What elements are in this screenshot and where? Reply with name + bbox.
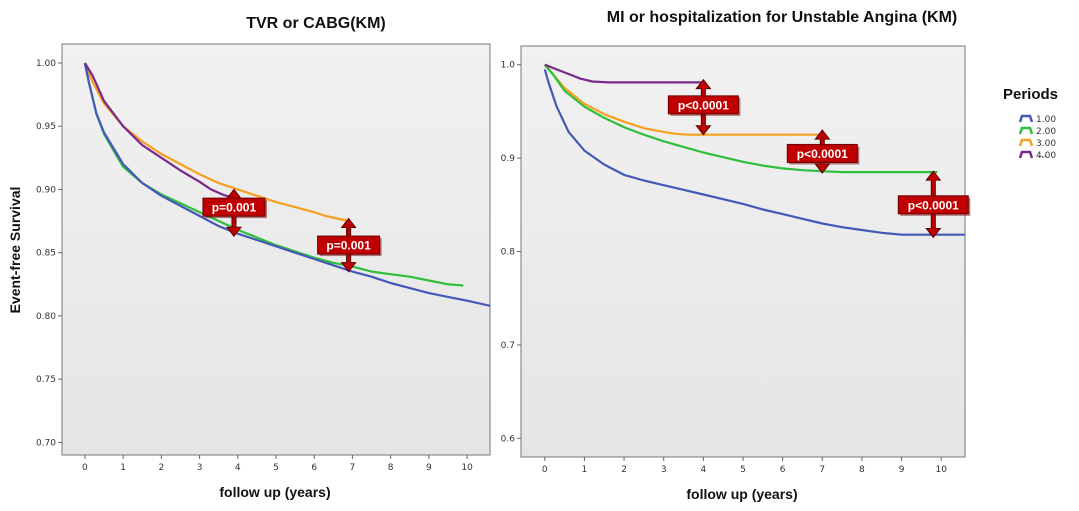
right-series-4-00-line (544, 63, 704, 84)
left-y-tick-label: 0.80 (36, 312, 56, 322)
right-chart-title: MI or hospitalization for Unstable Angin… (607, 9, 958, 26)
right-x-tick-label: 4 (700, 465, 706, 475)
right-pvalue-label: p<0.0001 (797, 147, 848, 161)
left-y-tick-label: 0.90 (36, 185, 56, 195)
right-x-tick-label: 2 (621, 465, 627, 475)
left-chart-title: TVR or CABG(KM) (246, 15, 386, 32)
right-axis-ticks: 0 1 2 3 4 5 6 7 8 9 10 0.6 0.7 0.8 0.9 1.0 (501, 61, 948, 475)
left-annotations: p=0.001 p=0.001 (202, 188, 382, 273)
right-x-tick-label: 9 (899, 465, 905, 475)
left-x-tick-label: 10 (461, 463, 473, 473)
legend-more: ... (1038, 150, 1047, 160)
left-x-tick-label: 2 (158, 463, 164, 473)
right-pvalue-box (897, 195, 969, 215)
right-plot-area (520, 45, 966, 458)
left-axis-ticks: 0 1 2 3 4 5 6 7 8 9 10 0.70 0.75 0.80 0.85 0.90 0.95 1.00 (36, 59, 473, 473)
legend-swatch (1018, 126, 1034, 135)
left-x-tick-label: 6 (311, 463, 317, 473)
right-x-tick-label: 7 (819, 465, 825, 475)
left-x-tick-label: 3 (197, 463, 203, 473)
left-x-axis-label: follow up (years) (219, 484, 330, 500)
left-y-tick-label: 0.95 (36, 122, 56, 132)
right-pvalue-box (786, 143, 858, 163)
right-annotations: p<0.0001 p<0.0001 p<0.0001 (667, 78, 971, 239)
right-y-tick-label: 1.0 (501, 61, 516, 71)
left-x-tick-label: 1 (120, 463, 126, 473)
right-x-axis-label: follow up (years) (686, 486, 797, 502)
right-y-tick-label: 0.7 (501, 341, 515, 351)
left-x-tick-label: 8 (388, 463, 394, 473)
right-x-tick-label: 5 (740, 465, 746, 475)
left-series-1-00-line (83, 62, 491, 307)
left-plot-area (61, 43, 491, 456)
legend: Periods 1.00 2.00 3.00 4.00 ... (1003, 86, 1058, 161)
left-x-tick-label: 4 (235, 463, 241, 473)
legend-entry-label: 2.00 (1036, 127, 1056, 137)
right-series-2-00-line (543, 63, 938, 174)
left-y-tick-label: 0.85 (36, 249, 56, 259)
left-y-tick-label: 1.00 (36, 59, 56, 69)
left-x-tick-label: 7 (350, 463, 356, 473)
right-series-group (543, 63, 965, 236)
right-series-1-00-line (543, 69, 965, 236)
left-y-tick-label: 0.75 (36, 375, 56, 385)
right-panel: MI or hospitalization for Unstable Angin… (501, 9, 971, 502)
left-y-tick-label: 0.70 (36, 438, 56, 448)
right-series-3-00-line (543, 63, 823, 136)
legend-title: Periods (1003, 86, 1058, 103)
right-y-tick-label: 0.8 (501, 248, 516, 258)
left-series-group (83, 62, 491, 307)
left-pvalue-label: p=0.001 (326, 239, 371, 253)
right-x-tick-label: 8 (859, 465, 865, 475)
legend-entry-label: 1.00 (1036, 115, 1056, 125)
right-x-tick-label: 10 (935, 465, 947, 475)
left-pvalue-box (202, 197, 266, 217)
right-y-tick-label: 0.9 (501, 154, 516, 164)
right-x-tick-label: 3 (661, 465, 667, 475)
right-pvalue-label: p<0.0001 (678, 98, 729, 112)
left-panel: TVR or CABG(KM) follow up (years) 0 1 2 3 4 5… (36, 15, 491, 500)
legend-swatch (1018, 150, 1034, 159)
legend-swatch (1018, 114, 1034, 123)
legend-entry-label: 3.00 (1036, 139, 1056, 149)
right-x-tick-label: 1 (582, 465, 588, 475)
right-x-tick-label: 0 (542, 465, 548, 475)
left-x-tick-label: 9 (426, 463, 432, 473)
left-x-tick-label: 5 (273, 463, 279, 473)
y-axis-label: Event-free Survival (7, 187, 23, 314)
right-pvalue-label: p<0.0001 (908, 198, 959, 212)
legend-swatch (1018, 138, 1034, 147)
legend-entries: 1.00 2.00 3.00 4.00 (1018, 114, 1056, 161)
left-pvalue-label: p=0.001 (212, 201, 257, 215)
left-pvalue-box (317, 235, 381, 255)
right-pvalue-box (667, 95, 739, 115)
right-y-tick-label: 0.6 (501, 434, 516, 444)
right-x-tick-label: 6 (780, 465, 786, 475)
legend-entry-label: 4.00 (1036, 151, 1056, 161)
left-series-2-00-line (83, 62, 464, 287)
left-x-tick-label: 0 (82, 463, 88, 473)
left-series-4-00-line (83, 62, 235, 200)
